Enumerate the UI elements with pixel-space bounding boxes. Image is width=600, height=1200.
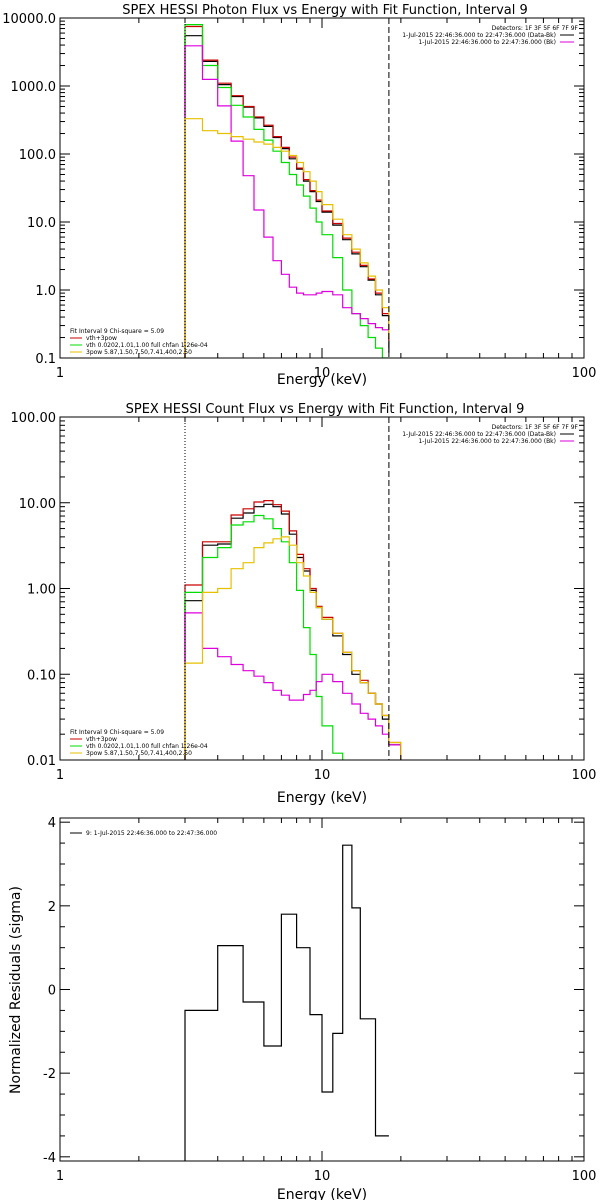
residuals-panel: 1 10 100 -4 -2 0 2 4 Energy (keV) Normalized Re… <box>8 816 596 1200</box>
residuals-y-axis-label: Normalized Residuals (sigma) <box>8 886 24 1094</box>
count-flux-series-red <box>184 500 402 760</box>
count-flux-y-tick-label: 0.01 <box>27 754 56 769</box>
photon-flux-fit-powerlaw: 3pow 5.87,1.50,7.50,7.41,400,2.50 <box>86 349 192 356</box>
photon-flux-fit-header: Fit Interval 9 Chi-square = 5.09 <box>70 328 164 335</box>
residuals-y-tick-label: 2 <box>48 900 56 915</box>
count-flux-fit-thermal: vth 0.0202,1.01,1.00 full chfan 1.26e-04 <box>86 743 208 750</box>
photon-flux-x-tick-label: 10 <box>314 366 331 381</box>
count-flux-series <box>184 500 402 760</box>
photon-flux-title: SPEX HESSI Photon Flux vs Energy with Fi… <box>122 3 528 18</box>
count-flux-legend-right: 1-Jul-2015 22:46:36.000 to 22:47:36.000 … <box>402 431 574 445</box>
count-flux-legend-left: Fit Interval 9 Chi-square = 5.09 vth+3po… <box>70 729 208 757</box>
photon-flux-legend-data-bk: 1-Jul-2015 22:46:36.000 to 22:47:36.000 … <box>402 32 556 39</box>
photon-flux-series-red <box>184 25 390 358</box>
photon-flux-legend-bk: 1-Jul-2015 22:46:36.000 to 22:47:36.000 … <box>418 39 556 46</box>
count-flux-fit-header: Fit Interval 9 Chi-square = 5.09 <box>70 729 164 736</box>
count-flux-series-green <box>184 514 344 760</box>
count-flux-detectors-label: Detectors: 1F 3F 5F 6F 7F 9F <box>492 424 579 431</box>
residuals-x-tick-label: 10 <box>314 1169 331 1184</box>
count-flux-series-yellow <box>184 536 402 760</box>
count-flux-y-tick-label: 10.00 <box>19 497 56 512</box>
photon-flux-series-green <box>184 24 390 358</box>
residuals-y-tick-label: -2 <box>43 1067 56 1082</box>
residuals-y-tick-label: 0 <box>48 984 56 999</box>
photon-flux-ticks: 1 10 100 0.1 1.0 10.0 100.0 1000.0 10000.0 <box>2 12 596 381</box>
residuals-plot-frame <box>59 817 585 1162</box>
residuals-x-tick-label: 100 <box>572 1169 597 1184</box>
photon-flux-x-tick-label: 100 <box>572 366 597 381</box>
count-flux-y-tick-label: 100.00 <box>11 411 57 426</box>
count-flux-y-tick-label: 0.10 <box>27 668 56 683</box>
count-flux-title: SPEX HESSI Count Flux vs Energy with Fit… <box>126 402 525 417</box>
photon-flux-fit-thermal: vth 0.0202,1.01,1.00 full chfan 1.26e-04 <box>86 342 208 349</box>
photon-flux-series <box>184 24 390 358</box>
count-flux-series-black <box>184 503 402 760</box>
count-flux-legend-bk: 1-Jul-2015 22:46:36.000 to 22:47:36.000 … <box>418 438 556 445</box>
count-flux-x-tick-label: 100 <box>572 768 597 783</box>
count-flux-x-tick-label: 1 <box>56 768 64 783</box>
photon-flux-x-axis-label: Energy (keV) <box>277 372 367 388</box>
count-flux-fit-total: vth+3pow <box>86 736 117 743</box>
photon-flux-detectors-label: Detectors: 1F 3F 5F 6F 7F 9F <box>492 25 579 32</box>
residuals-legend-interval: 9: 1-Jul-2015 22:46:36.000 to 22:47:36.0… <box>86 830 217 837</box>
residuals-legend: 9: 1-Jul-2015 22:46:36.000 to 22:47:36.0… <box>70 830 217 837</box>
photon-flux-legend-left: Fit Interval 9 Chi-square = 5.09 vth+3po… <box>70 328 208 356</box>
photon-flux-legend-right: 1-Jul-2015 22:46:36.000 to 22:47:36.000 … <box>402 32 574 46</box>
photon-flux-y-tick-label: 10000.0 <box>2 12 56 27</box>
residuals-y-tick-label: 4 <box>48 816 56 831</box>
photon-flux-panel: SPEX HESSI Photon Flux vs Energy with Fi… <box>2 3 596 388</box>
photon-flux-plot-frame <box>59 17 585 359</box>
count-flux-panel: SPEX HESSI Count Flux vs Energy with Fit… <box>11 402 597 806</box>
count-flux-x-tick-label: 10 <box>314 768 331 783</box>
photon-flux-fit-total: vth+3pow <box>86 335 117 342</box>
count-flux-fit-powerlaw: 3pow 5.87,1.50,7.50,7.41,400,2.50 <box>86 750 192 757</box>
residuals-x-tick-label: 1 <box>56 1169 64 1184</box>
photon-flux-y-tick-label: 0.1 <box>35 352 56 367</box>
residuals-y-tick-label: -4 <box>43 1151 56 1166</box>
residuals-ticks: 1 10 100 -4 -2 0 2 4 <box>43 816 596 1184</box>
residuals-series <box>184 844 389 1161</box>
count-flux-ticks: 1 10 100 0.01 0.10 1.00 10.00 100.00 <box>11 411 597 783</box>
photon-flux-y-tick-label: 1000.0 <box>11 80 57 95</box>
count-flux-y-tick-label: 1.00 <box>27 583 56 598</box>
photon-flux-y-tick-label: 1.0 <box>35 284 56 299</box>
residuals-series-black <box>184 844 389 1161</box>
count-flux-series-magenta <box>184 612 402 760</box>
photon-flux-series-yellow <box>184 118 390 358</box>
count-flux-legend-data-bk: 1-Jul-2015 22:46:36.000 to 22:47:36.000 … <box>402 431 556 438</box>
photon-flux-series-magenta <box>184 45 390 358</box>
residuals-x-axis-label: Energy (keV) <box>277 1187 367 1200</box>
photon-flux-y-tick-label: 100.0 <box>19 148 56 163</box>
count-flux-x-axis-label: Energy (keV) <box>277 790 367 806</box>
photon-flux-x-tick-label: 1 <box>56 366 64 381</box>
photon-flux-y-tick-label: 10.0 <box>27 216 56 231</box>
